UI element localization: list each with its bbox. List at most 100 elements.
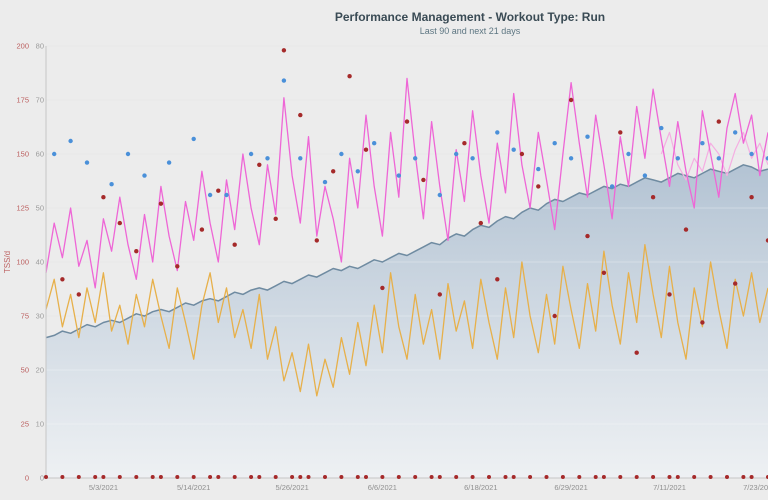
baseline-red-dot[interactable] — [675, 475, 680, 479]
baseline-red-dot[interactable] — [339, 475, 344, 479]
baseline-red-dot[interactable] — [708, 475, 713, 479]
blue-dot[interactable] — [511, 147, 516, 152]
baseline-red-dot[interactable] — [396, 475, 401, 479]
red-dot[interactable] — [134, 249, 139, 254]
red-dot[interactable] — [347, 74, 352, 79]
red-dot[interactable] — [552, 313, 557, 319]
blue-dot[interactable] — [265, 156, 270, 161]
blue-dot[interactable] — [716, 156, 721, 161]
blue-dot[interactable] — [298, 156, 303, 161]
baseline-red-dot[interactable] — [741, 475, 746, 479]
baseline-red-dot[interactable] — [191, 475, 196, 479]
baseline-red-dot[interactable] — [503, 475, 508, 479]
blue-dot[interactable] — [322, 179, 328, 185]
blue-dot[interactable] — [626, 151, 631, 157]
baseline-red-dot[interactable] — [692, 475, 697, 479]
baseline-red-dot[interactable] — [232, 475, 237, 479]
red-dot[interactable] — [298, 112, 303, 118]
blue-dot[interactable] — [659, 125, 664, 131]
red-dot[interactable] — [536, 184, 541, 189]
baseline-red-dot[interactable] — [93, 475, 98, 479]
blue-dot[interactable] — [765, 156, 768, 161]
blue-dot[interactable] — [248, 151, 254, 157]
baseline-red-dot[interactable] — [150, 475, 155, 479]
baseline-red-dot[interactable] — [134, 475, 139, 479]
red-dot[interactable] — [404, 119, 410, 124]
baseline-red-dot[interactable] — [380, 475, 385, 479]
red-dot[interactable] — [437, 292, 442, 297]
blue-dot[interactable] — [413, 156, 418, 161]
baseline-red-dot[interactable] — [323, 475, 327, 479]
blue-dot[interactable] — [52, 151, 57, 157]
baseline-red-dot[interactable] — [429, 475, 434, 479]
blue-dot[interactable] — [191, 136, 196, 142]
baseline-red-dot[interactable] — [257, 475, 262, 479]
blue-dot[interactable] — [700, 141, 705, 146]
baseline-red-dot[interactable] — [101, 475, 106, 479]
red-dot[interactable] — [749, 195, 754, 200]
blue-dot[interactable] — [166, 160, 172, 165]
red-dot[interactable] — [380, 285, 385, 291]
baseline-red-dot[interactable] — [437, 475, 442, 479]
red-dot[interactable] — [421, 177, 426, 183]
blue-dot[interactable] — [224, 192, 229, 198]
baseline-red-dot[interactable] — [667, 475, 672, 479]
red-dot[interactable] — [478, 220, 483, 226]
blue-dot[interactable] — [437, 192, 442, 198]
red-dot[interactable] — [60, 277, 65, 282]
baseline-red-dot[interactable] — [528, 475, 533, 479]
baseline-red-dot[interactable] — [158, 475, 163, 479]
baseline-red-dot[interactable] — [593, 475, 598, 479]
red-dot[interactable] — [683, 227, 689, 232]
red-dot[interactable] — [175, 264, 180, 269]
blue-dot[interactable] — [552, 141, 557, 146]
baseline-red-dot[interactable] — [208, 475, 213, 479]
blue-dot[interactable] — [536, 166, 541, 172]
baseline-red-dot[interactable] — [364, 475, 368, 479]
blue-dot[interactable] — [642, 173, 648, 178]
red-dot[interactable] — [585, 233, 590, 239]
red-dot[interactable] — [765, 238, 768, 243]
red-dot[interactable] — [273, 216, 278, 221]
red-dot[interactable] — [117, 220, 123, 226]
baseline-red-dot[interactable] — [60, 475, 65, 479]
baseline-red-dot[interactable] — [454, 475, 459, 479]
baseline-red-dot[interactable] — [44, 475, 48, 479]
blue-dot[interactable] — [372, 141, 377, 146]
baseline-red-dot[interactable] — [749, 475, 754, 479]
red-dot[interactable] — [519, 151, 525, 157]
blue-dot[interactable] — [68, 138, 73, 144]
red-dot[interactable] — [76, 292, 82, 297]
baseline-red-dot[interactable] — [601, 475, 606, 479]
baseline-red-dot[interactable] — [618, 475, 623, 479]
baseline-red-dot[interactable] — [175, 475, 180, 479]
baseline-red-dot[interactable] — [577, 475, 582, 479]
blue-dot[interactable] — [733, 130, 738, 135]
red-dot[interactable] — [618, 130, 623, 135]
blue-dot[interactable] — [609, 184, 615, 189]
baseline-red-dot[interactable] — [216, 475, 221, 479]
blue-dot[interactable] — [339, 151, 344, 157]
baseline-red-dot[interactable] — [249, 475, 254, 479]
baseline-red-dot[interactable] — [413, 475, 418, 479]
red-dot[interactable] — [331, 169, 336, 174]
blue-dot[interactable] — [568, 156, 574, 161]
baseline-red-dot[interactable] — [725, 475, 729, 479]
red-dot[interactable] — [216, 188, 221, 193]
red-dot[interactable] — [601, 270, 607, 275]
baseline-red-dot[interactable] — [355, 475, 360, 479]
red-dot[interactable] — [232, 242, 237, 247]
baseline-red-dot[interactable] — [544, 475, 549, 479]
blue-dot[interactable] — [84, 160, 90, 165]
red-dot[interactable] — [363, 147, 369, 152]
baseline-red-dot[interactable] — [511, 475, 516, 479]
red-dot[interactable] — [700, 320, 705, 325]
red-dot[interactable] — [716, 119, 721, 124]
red-dot[interactable] — [281, 48, 287, 53]
blue-dot[interactable] — [585, 134, 590, 139]
red-dot[interactable] — [101, 195, 106, 200]
red-dot[interactable] — [495, 277, 500, 282]
blue-dot[interactable] — [109, 182, 114, 187]
blue-dot[interactable] — [207, 192, 213, 198]
red-dot[interactable] — [462, 141, 467, 146]
